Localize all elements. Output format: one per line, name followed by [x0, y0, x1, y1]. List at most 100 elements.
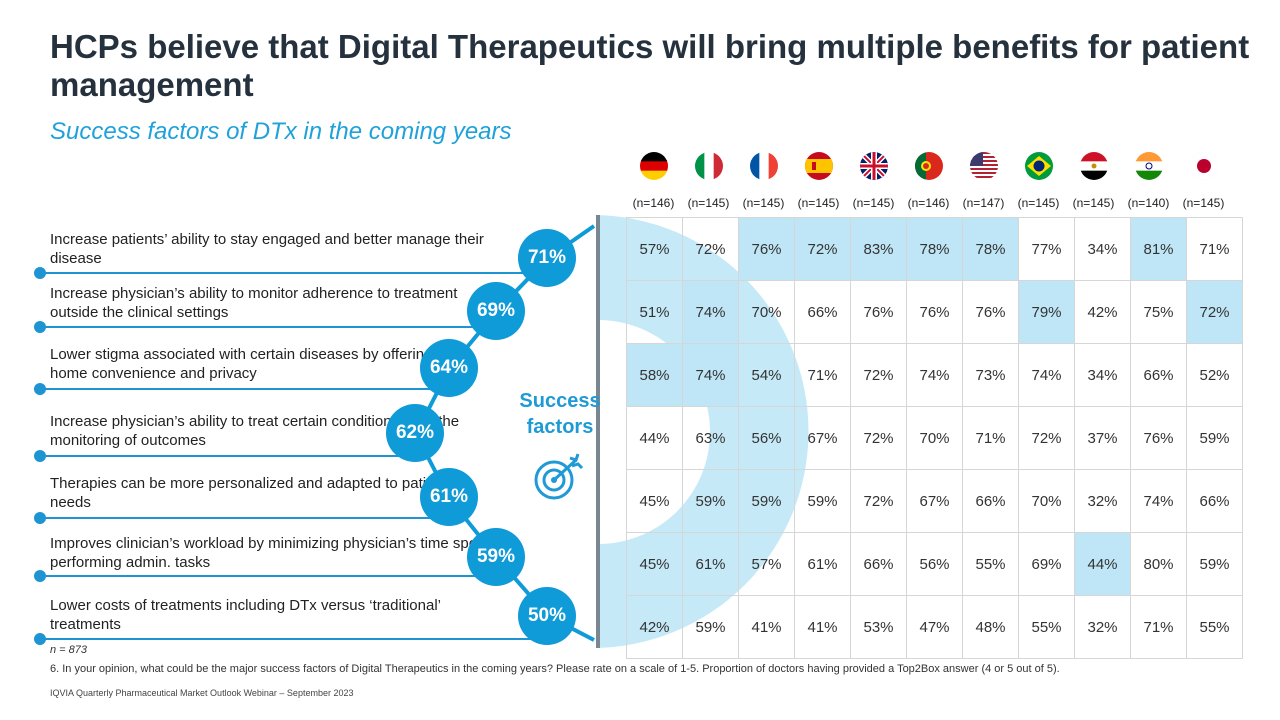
table-row: 45% 61% 57% 61% 66% 56% 55% 69% 44% 80% 59% — [626, 532, 1243, 596]
table-cell: 72% — [850, 469, 907, 533]
table-cell: 63% — [682, 406, 739, 470]
factor-underline — [40, 455, 405, 457]
italy-flag-icon — [694, 152, 723, 180]
france-flag-icon — [749, 152, 778, 180]
table-cell: 76% — [1130, 406, 1187, 470]
table-cell: 75% — [1130, 280, 1187, 344]
sample-count: (n=146) — [632, 196, 675, 210]
table-row: 42% 59% 41% 41% 53% 47% 48% 55% 32% 71% 55% — [626, 595, 1243, 659]
table-row: 51% 74% 70% 66% 76% 76% 76% 79% 42% 75% 72% — [626, 280, 1243, 344]
table-cell: 67% — [794, 406, 851, 470]
table-cell: 44% — [1074, 532, 1131, 596]
bullet-dot — [34, 383, 46, 395]
table-cell: 70% — [738, 280, 795, 344]
factor-label: Increase physician’s ability to monitor … — [50, 285, 458, 321]
question-note: 6. In your opinion, what could be the ma… — [50, 663, 1060, 675]
sample-size: n = 873 — [50, 644, 88, 656]
table-cell: 79% — [1018, 280, 1075, 344]
total-bubble: 59% — [467, 528, 525, 586]
page-subtitle: Success factors of DTx in the coming yea… — [50, 118, 512, 145]
factor-label: Therapies can be more personalized and a… — [50, 475, 458, 511]
table-row: 44% 63% 56% 67% 72% 70% 71% 72% 37% 76% 59% — [626, 406, 1243, 470]
factor-label: Increase patients’ ability to stay engag… — [50, 231, 484, 267]
sample-count: (n=145) — [687, 196, 730, 210]
table-cell: 45% — [626, 532, 683, 596]
table-cell: 59% — [794, 469, 851, 533]
bullet-dot — [34, 570, 46, 582]
table-cell: 70% — [1018, 469, 1075, 533]
portugal-flag-icon — [914, 152, 943, 180]
table-cell: 72% — [850, 343, 907, 407]
center-label-line1: Success — [519, 390, 601, 412]
table-cell: 59% — [1186, 406, 1243, 470]
table-cell: 78% — [962, 217, 1019, 281]
total-bubble: 69% — [467, 282, 525, 340]
table-cell: 55% — [962, 532, 1019, 596]
table-cell: 77% — [1018, 217, 1075, 281]
total-bubble: 62% — [386, 404, 444, 462]
table-cell: 57% — [738, 532, 795, 596]
table-cell: 61% — [682, 532, 739, 596]
japan-flag-icon — [1189, 152, 1218, 180]
table-cell: 70% — [906, 406, 963, 470]
table-cell: 58% — [626, 343, 683, 407]
table-cell: 66% — [962, 469, 1019, 533]
table-cell: 71% — [1186, 217, 1243, 281]
table-cell: 72% — [794, 217, 851, 281]
sample-count: (n=146) — [907, 196, 950, 210]
table-cell: 74% — [1130, 469, 1187, 533]
table-cell: 53% — [850, 595, 907, 659]
table-cell: 66% — [1186, 469, 1243, 533]
table-cell: 41% — [794, 595, 851, 659]
table-cell: 59% — [738, 469, 795, 533]
factor-underline — [40, 388, 440, 390]
table-cell: 72% — [850, 406, 907, 470]
table-cell: 69% — [1018, 532, 1075, 596]
page-title: HCPs believe that Digital Therapeutics w… — [50, 28, 1250, 103]
table-cell: 74% — [1018, 343, 1075, 407]
table-cell: 51% — [626, 280, 683, 344]
table-row: 58% 74% 54% 71% 72% 74% 73% 74% 34% 66% 52% — [626, 343, 1243, 407]
table-cell: 76% — [906, 280, 963, 344]
table-cell: 71% — [794, 343, 851, 407]
table-cell: 56% — [906, 532, 963, 596]
total-bubble: 64% — [420, 339, 478, 397]
factor-label: Lower stigma associated with certain dis… — [50, 346, 455, 382]
table-cell: 57% — [626, 217, 683, 281]
sample-count: (n=145) — [1182, 196, 1225, 210]
table-cell: 76% — [850, 280, 907, 344]
table-cell: 76% — [962, 280, 1019, 344]
table-cell: 72% — [1186, 280, 1243, 344]
table-cell: 80% — [1130, 532, 1187, 596]
bullet-dot — [34, 450, 46, 462]
table-cell: 71% — [962, 406, 1019, 470]
table-cell: 55% — [1018, 595, 1075, 659]
egypt-flag-icon — [1079, 152, 1108, 180]
factor-underline — [40, 517, 440, 519]
uk-flag-icon — [859, 152, 888, 180]
table-cell: 66% — [794, 280, 851, 344]
table-cell: 52% — [1186, 343, 1243, 407]
table-cell: 41% — [738, 595, 795, 659]
table-cell: 45% — [626, 469, 683, 533]
bullet-dot — [34, 512, 46, 524]
table-cell: 78% — [906, 217, 963, 281]
table-cell: 72% — [682, 217, 739, 281]
factor-underline — [40, 575, 490, 577]
center-label-line2: factors — [526, 416, 594, 438]
table-cell: 34% — [1074, 217, 1131, 281]
sample-count: (n=145) — [1072, 196, 1115, 210]
table-cell: 32% — [1074, 469, 1131, 533]
table-cell: 76% — [738, 217, 795, 281]
factor-underline — [40, 326, 490, 328]
table-cell: 48% — [962, 595, 1019, 659]
table-cell: 54% — [738, 343, 795, 407]
total-bubble: 61% — [420, 468, 478, 526]
table-cell: 59% — [682, 595, 739, 659]
total-bubble: 71% — [518, 229, 576, 287]
table-cell: 32% — [1074, 595, 1131, 659]
table-cell: 61% — [794, 532, 851, 596]
factor-label: Increase physician’s ability to treat ce… — [50, 413, 460, 449]
table-cell: 81% — [1130, 217, 1187, 281]
factor-underline — [40, 272, 555, 274]
